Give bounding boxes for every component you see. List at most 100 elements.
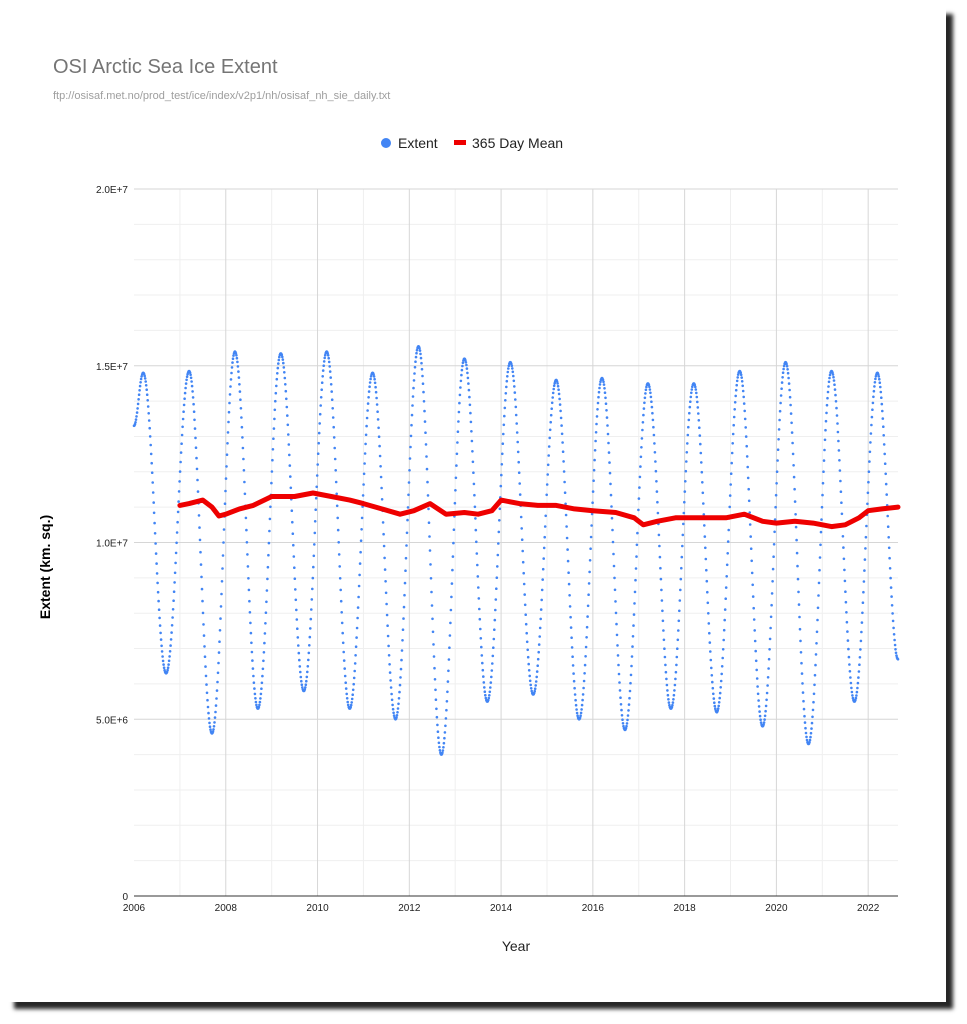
extent-point: [637, 497, 641, 500]
extent-point: [636, 531, 639, 535]
extent-point: [374, 385, 377, 389]
extent-point: [358, 573, 361, 577]
extent-point: [634, 578, 637, 582]
extent-point: [594, 431, 598, 434]
extent-point: [565, 525, 568, 528]
extent-point: [155, 562, 158, 565]
extent-point: [628, 689, 632, 693]
extent-point: [475, 540, 478, 544]
extent-point: [263, 632, 267, 635]
extent-point: [327, 356, 331, 360]
extent-point: [316, 452, 320, 456]
extent-point: [810, 721, 814, 725]
extent-point: [311, 576, 315, 580]
extent-point: [268, 517, 272, 521]
extent-point: [197, 514, 201, 517]
extent-point: [527, 662, 530, 666]
extent-point: [596, 408, 599, 411]
extent-point: [395, 716, 398, 719]
extent-point: [665, 683, 669, 687]
extent-point: [200, 587, 204, 591]
extent-point: [545, 483, 549, 486]
extent-point: [654, 469, 658, 473]
extent-point: [156, 590, 160, 594]
extent-point: [769, 615, 773, 619]
extent-point: [333, 457, 337, 461]
extent-point: [441, 751, 444, 755]
extent-point: [811, 708, 815, 712]
extent-point: [825, 403, 829, 407]
extent-point: [445, 700, 449, 703]
extent-point: [651, 411, 654, 415]
extent-point: [190, 380, 193, 383]
extent-point: [499, 484, 503, 488]
extent-point: [602, 383, 606, 386]
extent-point: [183, 397, 186, 401]
extent-point: [261, 667, 265, 671]
extent-point: [287, 433, 290, 436]
extent-point: [663, 655, 667, 659]
extent-point: [702, 502, 705, 505]
extent-point: [742, 395, 745, 399]
extent-point: [628, 696, 631, 700]
extent-point: [698, 434, 702, 437]
extent-point: [543, 535, 546, 539]
extent-point: [540, 588, 544, 592]
extent-point: [525, 640, 529, 644]
extent-point: [639, 455, 643, 459]
extent-point: [265, 589, 269, 592]
extent-point: [719, 679, 723, 683]
extent-point: [799, 639, 802, 643]
extent-point: [390, 698, 394, 702]
extent-point: [139, 381, 142, 384]
extent-point: [375, 396, 378, 400]
extent-point: [584, 655, 587, 658]
extent-point: [291, 520, 294, 524]
extent-point: [576, 714, 579, 717]
extent-point: [216, 680, 219, 684]
extent-point: [157, 599, 160, 603]
extent-point: [840, 512, 844, 516]
extent-point: [771, 580, 774, 583]
extent-point: [365, 416, 369, 420]
extent-point: [484, 693, 487, 697]
extent-point: [343, 667, 347, 670]
extent-point: [689, 400, 692, 404]
extent-point: [781, 371, 785, 375]
extent-point: [425, 455, 428, 458]
extent-point: [380, 498, 384, 501]
extent-point: [837, 449, 841, 452]
extent-point: [763, 718, 766, 721]
extent-point: [643, 396, 647, 400]
extent-point: [662, 629, 665, 632]
extent-point: [644, 388, 648, 392]
extent-point: [199, 563, 203, 566]
extent-point: [882, 425, 885, 429]
extent-point: [453, 501, 457, 505]
extent-point: [593, 449, 597, 452]
extent-point: [873, 381, 877, 384]
extent-point: [149, 443, 152, 447]
extent-point: [634, 567, 638, 570]
extent-point: [695, 391, 698, 395]
extent-point: [353, 669, 357, 673]
extent-point: [525, 631, 528, 635]
extent-point: [418, 346, 421, 350]
extent-point: [295, 608, 298, 612]
extent-point: [230, 371, 233, 375]
extent-point: [534, 684, 537, 687]
extent-point: [871, 408, 874, 412]
extent-point: [247, 588, 251, 592]
extent-point: [213, 716, 217, 719]
extent-point: [524, 622, 528, 626]
extent-point: [565, 536, 569, 540]
extent-point: [399, 667, 403, 671]
extent-point: [362, 472, 366, 476]
extent-point: [261, 674, 264, 678]
extent-point: [868, 460, 871, 463]
extent-point: [424, 443, 428, 446]
extent-point: [579, 711, 583, 715]
extent-point: [791, 452, 795, 456]
extent-point: [530, 689, 533, 693]
extent-point: [157, 608, 161, 611]
